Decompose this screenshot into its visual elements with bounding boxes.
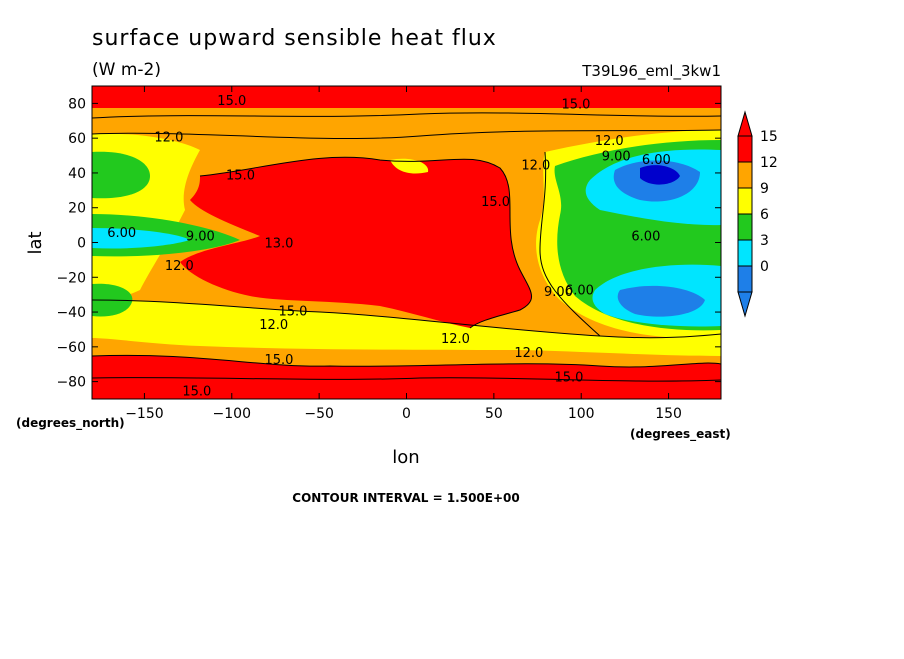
colorbar: 15 12 9 6 3 0 <box>737 110 778 318</box>
contour-line <box>92 299 721 339</box>
field-central-red <box>180 157 532 328</box>
contour-label: 12.0 <box>521 158 550 173</box>
y-tick-label: −60 <box>56 340 86 356</box>
contour-label: 13.0 <box>264 237 293 252</box>
contour-label: 6.00 <box>565 283 594 298</box>
contour-line <box>92 377 721 382</box>
y-tick-label: 40 <box>68 166 86 182</box>
contour-label: 15.0 <box>481 195 510 210</box>
x-tick-label: 50 <box>485 406 503 422</box>
contour-line <box>92 129 721 140</box>
contour-line <box>92 112 721 119</box>
colorbar-extend-min <box>737 291 753 318</box>
y-axis-ticks: 80 60 40 20 0 −20 −40 −60 −80 <box>56 96 721 391</box>
colorbar-swatch <box>737 213 753 241</box>
y-tick-label: −20 <box>56 270 86 286</box>
x-tick-label: −100 <box>213 406 251 422</box>
contour-label: 15.0 <box>264 353 293 368</box>
colorbar-label: 6 <box>760 207 769 223</box>
field-south-red-band <box>92 355 721 380</box>
x-tick-label: 100 <box>568 406 595 422</box>
colorbar-swatch <box>737 161 753 189</box>
colorbar-label: 9 <box>760 181 769 197</box>
contour-label: 9.00 <box>544 285 573 300</box>
chart-title: surface upward sensible heat flux <box>92 26 497 51</box>
x-tick-label: 0 <box>402 406 411 422</box>
contour-line <box>199 156 532 329</box>
x-tick-label: −50 <box>304 406 334 422</box>
contour-label: 15.0 <box>182 384 211 399</box>
contour-label: 12.0 <box>259 318 288 333</box>
contour-label: 12.0 <box>441 332 470 347</box>
x-tick-label: −150 <box>125 406 163 422</box>
field-central-yellow-spot <box>390 158 429 174</box>
contour-label: 6.00 <box>107 226 136 241</box>
y-axis-label: lat <box>25 231 46 254</box>
x-axis-units: (degrees_east) <box>630 427 731 442</box>
contour-field <box>92 86 721 399</box>
field-west-green-north <box>92 151 150 199</box>
contour-label: 15.0 <box>217 94 246 109</box>
y-tick-label: −40 <box>56 305 86 321</box>
contour-label: 15.0 <box>555 370 584 385</box>
contour-label: 9.00 <box>186 230 215 245</box>
contour-label: 12.0 <box>154 130 183 145</box>
contour-label: 9.00 <box>602 150 631 165</box>
colorbar-extend-max <box>737 110 753 137</box>
field-south-yellow-belt <box>92 300 721 356</box>
y-axis-units: (degrees_north) <box>16 416 125 431</box>
contour-label: 12.0 <box>514 346 543 361</box>
y-tick-label: 80 <box>68 96 86 112</box>
field-east-deep-blue <box>640 165 680 185</box>
contour-label: 6.00 <box>642 153 671 168</box>
contour-label: 12.0 <box>165 259 194 274</box>
x-tick-label: 150 <box>655 406 682 422</box>
contour-label: 15.0 <box>562 97 591 112</box>
field-north-polar-red <box>92 86 721 108</box>
field-west-cyan-eq <box>92 228 190 249</box>
contour-labels: 15.0 15.012.0 12.012.09.00 6.0015.015.06.00… <box>107 94 671 399</box>
field-south-polar-red <box>92 380 721 399</box>
contour-interval-note: CONTOUR INTERVAL = 1.500E+00 <box>292 491 519 505</box>
y-tick-label: 20 <box>68 201 86 217</box>
colorbar-swatch <box>737 187 753 215</box>
contour-label: 15.0 <box>226 169 255 184</box>
contour-line <box>92 354 721 368</box>
colorbar-swatch <box>737 239 753 267</box>
x-axis-ticks: −150 −100 −50 0 50 100 150 <box>125 86 682 422</box>
y-tick-label: −80 <box>56 375 86 391</box>
colorbar-swatch <box>737 265 753 293</box>
field-east-blue-south <box>617 285 705 317</box>
run-label: T39L96_eml_3kw1 <box>581 62 721 81</box>
contour-label: 12.0 <box>595 134 624 149</box>
y-tick-label: 0 <box>77 236 86 252</box>
contour-label: 15.0 <box>278 304 307 319</box>
colorbar-label: 3 <box>760 233 769 249</box>
colorbar-label: 15 <box>760 129 778 145</box>
x-axis-label: lon <box>392 447 419 468</box>
chart-subtitle: (W m-2) <box>92 60 161 80</box>
contour-line <box>539 151 601 337</box>
colorbar-label: 12 <box>760 155 778 171</box>
colorbar-swatch <box>737 135 753 163</box>
y-tick-label: 60 <box>68 131 86 147</box>
contour-label: 6.00 <box>631 230 660 245</box>
colorbar-label: 0 <box>760 259 769 275</box>
